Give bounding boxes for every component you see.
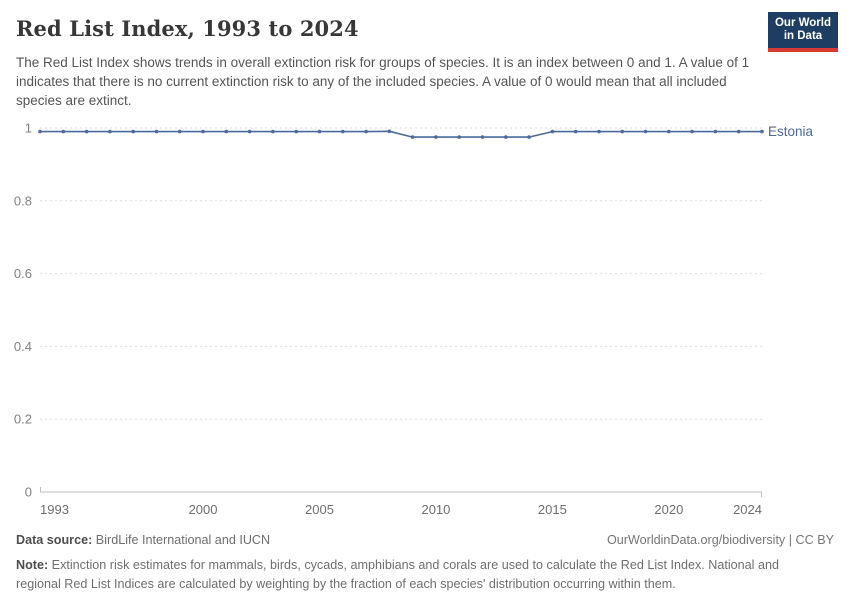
x-axis-tick-label: 1993 — [40, 502, 69, 517]
data-point-marker[interactable] — [480, 135, 485, 139]
data-point-marker[interactable] — [38, 129, 42, 134]
owid-logo-stripe — [768, 48, 838, 52]
data-point-marker[interactable] — [317, 129, 322, 134]
note-value: Extinction risk estimates for mammals, b… — [16, 558, 779, 591]
data-line-estonia[interactable] — [39, 130, 763, 138]
chart-plot-area[interactable]: 0 0.2 0.4 0.6 0.8 1 1993 2000 2005 2010 2015 2020 20… — [0, 110, 850, 520]
owid-cc-link[interactable]: OurWorldinData.org/biodiversity | CC BY — [606, 533, 834, 547]
x-axis-tick-label: 2005 — [305, 502, 334, 517]
data-source-value: BirdLife International and IUCN — [92, 533, 271, 547]
note-label: Note: — [16, 558, 49, 573]
data-point-marker[interactable] — [61, 129, 66, 134]
data-point-marker[interactable] — [504, 135, 508, 139]
data-point-marker[interactable] — [84, 129, 89, 134]
data-point-marker[interactable] — [271, 129, 275, 134]
line-chart-svg[interactable]: 0 0.2 0.4 0.6 0.8 1 1993 2000 2005 2010 2015 2020 20… — [0, 110, 850, 520]
data-point-marker[interactable] — [690, 129, 694, 134]
data-point-marker[interactable] — [108, 129, 112, 134]
x-axis-tick-label: 2015 — [538, 502, 567, 517]
data-source-text: Data source: BirdLife International and … — [16, 531, 270, 549]
data-point-marker[interactable] — [597, 129, 601, 134]
x-axis-tick-label: 2020 — [654, 502, 683, 517]
series-label-estonia[interactable]: Estonia — [768, 124, 814, 139]
data-point-marker[interactable] — [573, 129, 578, 134]
data-point-marker[interactable] — [434, 135, 438, 139]
x-axis-tick-label: 2010 — [421, 502, 450, 517]
chart-footer: Data source: BirdLife International and … — [16, 531, 834, 593]
data-point-marker[interactable] — [224, 129, 229, 134]
note-text: Note: Extinction risk estimates for mamm… — [16, 556, 826, 593]
data-point-marker[interactable] — [177, 129, 182, 134]
data-point-marker[interactable] — [387, 129, 392, 134]
data-point-marker[interactable] — [131, 129, 135, 134]
chart-subtitle: The Red List Index shows trends in overa… — [16, 55, 750, 109]
data-point-marker[interactable] — [736, 129, 741, 134]
data-point-marker[interactable] — [550, 129, 555, 134]
data-point-marker[interactable] — [760, 129, 764, 134]
data-point-marker[interactable] — [667, 129, 671, 134]
x-axis-tick-label: 2024 — [733, 502, 762, 517]
data-point-marker[interactable] — [527, 135, 531, 139]
y-axis-tick-label: 1 — [25, 121, 32, 136]
owid-logo-box: Our World in Data — [768, 12, 838, 48]
data-point-marker[interactable] — [247, 129, 252, 134]
owid-logo: Our World in Data — [768, 12, 838, 52]
data-source-label: Data source: — [16, 533, 93, 547]
y-axis-tick-label: 0.8 — [14, 193, 32, 208]
x-axis-tick-label: 2000 — [189, 502, 218, 517]
data-point-marker[interactable] — [364, 129, 368, 134]
data-point-marker[interactable] — [457, 135, 462, 139]
data-point-marker[interactable] — [341, 129, 345, 134]
data-point-marker[interactable] — [713, 129, 718, 134]
data-point-marker[interactable] — [294, 129, 299, 134]
y-axis-tick-label: 0.4 — [14, 339, 32, 354]
owid-logo-line2: in Data — [783, 30, 823, 42]
data-point-marker[interactable] — [410, 135, 415, 139]
owid-logo-line1: Our World — [774, 16, 831, 29]
y-axis-tick-label: 0.6 — [14, 266, 32, 281]
page-title: Red List Index, 1993 to 2024 — [16, 16, 359, 41]
data-point-marker[interactable] — [154, 129, 159, 134]
y-axis-tick-label: 0.2 — [14, 412, 32, 427]
data-point-marker[interactable] — [620, 129, 625, 134]
data-point-marker[interactable] — [643, 129, 648, 134]
data-point-marker[interactable] — [201, 129, 205, 134]
y-axis-tick-label: 0 — [25, 485, 32, 500]
